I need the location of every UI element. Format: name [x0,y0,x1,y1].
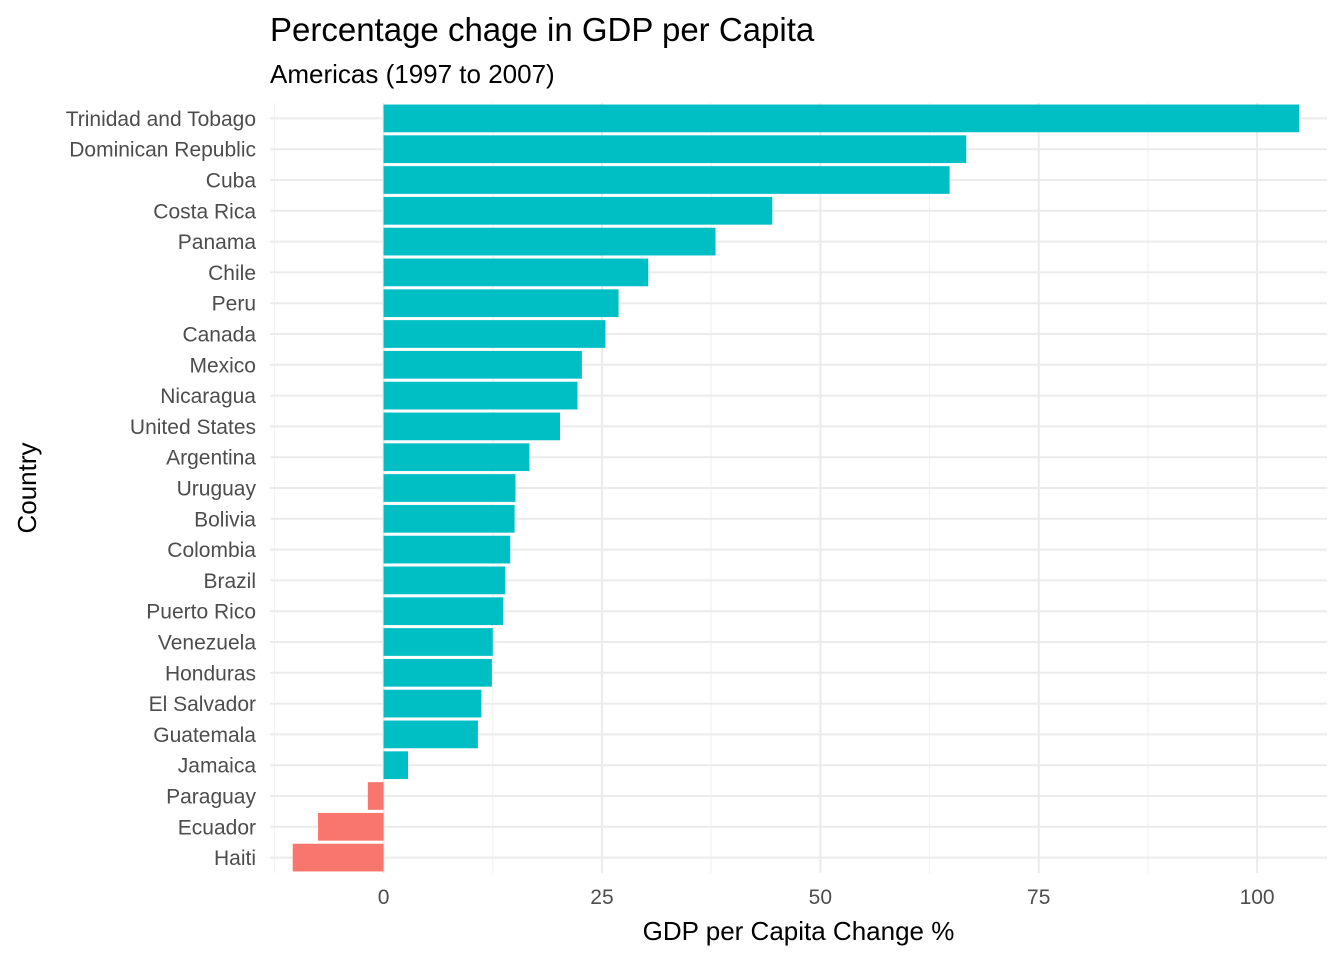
bar [383,289,619,318]
x-tick-label: 0 [378,886,390,909]
y-tick-label: Chile [208,262,256,285]
bar [383,751,409,780]
bar [383,196,773,225]
y-tick-label: Ecuador [178,816,256,839]
bar [383,104,1300,133]
y-tick-label: Argentina [166,447,256,470]
y-tick-label: Brazil [203,570,256,593]
bar [383,720,478,749]
x-axis-title: GDP per Capita Change % [643,916,955,946]
bar [383,504,515,533]
y-tick-label: Haiti [214,847,256,870]
bar [383,597,504,626]
y-tick-label: Guatemala [153,724,256,747]
y-tick-label: Colombia [167,539,256,562]
bar [292,843,384,872]
y-tick-label: Honduras [165,662,256,685]
bar [383,166,950,194]
bar [383,227,716,256]
y-tick-label: United States [130,416,256,439]
y-axis-title: Country [12,442,42,533]
y-tick-label: Cuba [206,170,257,193]
y-tick-label: Venezuela [158,632,256,655]
x-tick-label: 75 [1027,886,1050,909]
y-axis-tick-labels: Trinidad and Tobago Dominican Republic Cub… [66,108,257,870]
y-tick-label: Uruguay [177,478,257,501]
x-tick-label: 100 [1240,886,1275,909]
bar [383,320,606,348]
bar [383,258,649,287]
bar [383,135,967,164]
bar [383,381,578,410]
bar [383,628,493,656]
y-tick-label: Bolivia [194,508,256,531]
y-tick-label: El Salvador [149,693,256,716]
y-tick-label: Jamaica [178,755,257,778]
bar [383,350,582,379]
y-tick-label: Costa Rica [153,200,256,223]
y-tick-label: Paraguay [166,786,256,809]
bar [367,782,384,810]
y-tick-label: Dominican Republic [69,139,256,162]
y-tick-label: Trinidad and Tobago [66,108,256,131]
x-tick-label: 50 [809,886,832,909]
bar [383,658,492,687]
chart-title: Percentage chage in GDP per Capita [270,11,815,48]
y-tick-label: Nicaragua [160,385,256,408]
chart-subtitle: Americas (1997 to 2007) [270,59,555,89]
bar [383,535,511,564]
y-tick-label: Peru [212,293,256,316]
bar [383,474,516,502]
y-tick-label: Canada [182,324,256,347]
x-tick-label: 25 [590,886,613,909]
x-axis-tick-labels: 0 25 50 75 100 [378,886,1275,909]
bar [318,812,384,841]
bar [383,443,530,472]
y-tick-label: Mexico [189,354,256,377]
y-tick-label: Panama [178,231,257,254]
bar [383,689,482,718]
bar [383,412,561,441]
y-tick-label: Puerto Rico [146,601,256,624]
bars [292,104,1300,872]
bar [383,566,505,595]
